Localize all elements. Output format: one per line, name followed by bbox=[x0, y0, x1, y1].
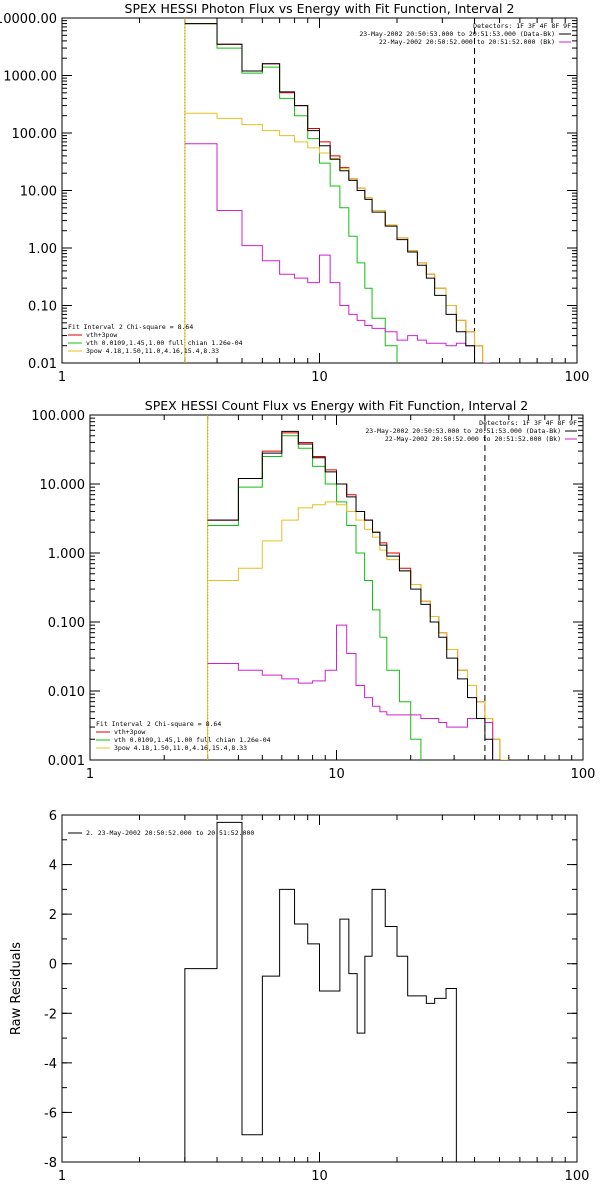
y-tick-label: 1.00 bbox=[28, 242, 57, 257]
legend-item: vth 0.0109,1.45,1.00 full chian 1.26e-04 bbox=[86, 339, 243, 347]
y-axis-label: Raw Residuals bbox=[9, 942, 24, 1035]
legend-item: 2. 23-May-2002 20:50:52.000 to 20:51:52.… bbox=[86, 829, 254, 837]
y-tick-label: -8 bbox=[44, 1156, 57, 1171]
series-line bbox=[184, 23, 398, 363]
series-line bbox=[184, 23, 484, 363]
y-tick-label: 1000.00 bbox=[3, 70, 57, 85]
series-line bbox=[184, 112, 491, 363]
y-tick-label: 100.000 bbox=[31, 409, 85, 424]
x-tick-label: 100 bbox=[565, 1169, 590, 1184]
legend-item: vth 0.0109,1.45,1.00 full chian 1.26e-04 bbox=[114, 736, 271, 744]
y-tick-label: 10000.00 bbox=[0, 12, 57, 27]
x-tick-label: 1 bbox=[58, 370, 66, 385]
legend-item: 3pow 4.18,1.50,11.0,4.16,15.4,8.33 bbox=[114, 744, 247, 752]
y-tick-label: 4 bbox=[49, 859, 57, 874]
series-line bbox=[207, 430, 501, 760]
legend-header: Detectors: 1F 3F 4F 8F 9F bbox=[473, 22, 571, 30]
x-tick-label: 100 bbox=[571, 767, 596, 782]
y-tick-label: 0.010 bbox=[48, 685, 85, 700]
panel-residuals: Raw Residuals 1 10 100 -8 -6 -4 -2 0 2 4 6 2. 23-May… bbox=[9, 809, 590, 1184]
legend-item: vth+3pow bbox=[86, 331, 117, 339]
plot-frame bbox=[61, 17, 578, 364]
legend-item: 22-May-2002 20:50:52.000 to 20:51:52.000… bbox=[379, 38, 555, 46]
y-tick-label: 0.01 bbox=[28, 357, 57, 372]
y-tick-label: 0.100 bbox=[48, 616, 85, 631]
series-line bbox=[207, 624, 494, 760]
panel-photon: SPEX HESSI Photon Flux vs Energy with Fi… bbox=[0, 1, 590, 385]
y-tick-label: 0.001 bbox=[48, 754, 85, 769]
x-tick-label: 10 bbox=[311, 370, 328, 385]
panel-count: SPEX HESSI Count Flux vs Energy with Fit… bbox=[31, 398, 596, 782]
y-tick-label: 0 bbox=[49, 958, 57, 973]
legend-header: Fit Interval 2 Chi-square = 8.64 bbox=[68, 323, 193, 331]
chart-title: SPEX HESSI Count Flux vs Energy with Fit… bbox=[145, 398, 528, 413]
y-tick-label: 2 bbox=[49, 908, 57, 923]
y-tick-label: 10.00 bbox=[20, 185, 57, 200]
legend-header: Fit Interval 2 Chi-square = 8.64 bbox=[96, 720, 221, 728]
x-tick-label: 1 bbox=[58, 1169, 66, 1184]
legend-item: 23-May-2002 20:50:53.000 to 20:51:53.000… bbox=[365, 427, 561, 435]
legend-item: 22-May-2002 20:50:52.000 to 20:51:52.000… bbox=[385, 435, 561, 443]
y-tick-label: 10.000 bbox=[40, 478, 86, 493]
y-tick-label: 100.00 bbox=[12, 127, 58, 142]
series-line bbox=[207, 501, 509, 760]
legend-item: vth+3pow bbox=[114, 728, 145, 736]
x-tick-label: 1 bbox=[86, 767, 94, 782]
y-tick-label: -6 bbox=[44, 1106, 57, 1121]
y-tick-label: 6 bbox=[49, 809, 57, 824]
y-tick-label: -2 bbox=[44, 1007, 57, 1022]
x-tick-label: 10 bbox=[311, 1169, 328, 1184]
y-tick-label: 0.10 bbox=[28, 300, 57, 315]
y-tick-label: 1.000 bbox=[48, 547, 85, 562]
legend-item: 23-May-2002 20:50:53.000 to 20:51:53.000… bbox=[359, 30, 555, 38]
series-line bbox=[207, 435, 422, 760]
x-tick-label: 100 bbox=[565, 370, 590, 385]
y-tick-label: -4 bbox=[44, 1057, 57, 1072]
legend-header: Detectors: 1F 3F 4F 8F 9F bbox=[479, 419, 577, 427]
plot-frame bbox=[89, 414, 584, 761]
series-line bbox=[184, 143, 491, 363]
series-line bbox=[184, 23, 491, 363]
series-line bbox=[184, 821, 457, 1162]
series-line bbox=[207, 432, 509, 760]
chart-title: SPEX HESSI Photon Flux vs Energy with Fi… bbox=[125, 1, 515, 16]
legend-item: 3pow 4.18,1.50,11.0,4.16,15.4,8.33 bbox=[86, 347, 219, 355]
x-tick-label: 10 bbox=[328, 767, 345, 782]
